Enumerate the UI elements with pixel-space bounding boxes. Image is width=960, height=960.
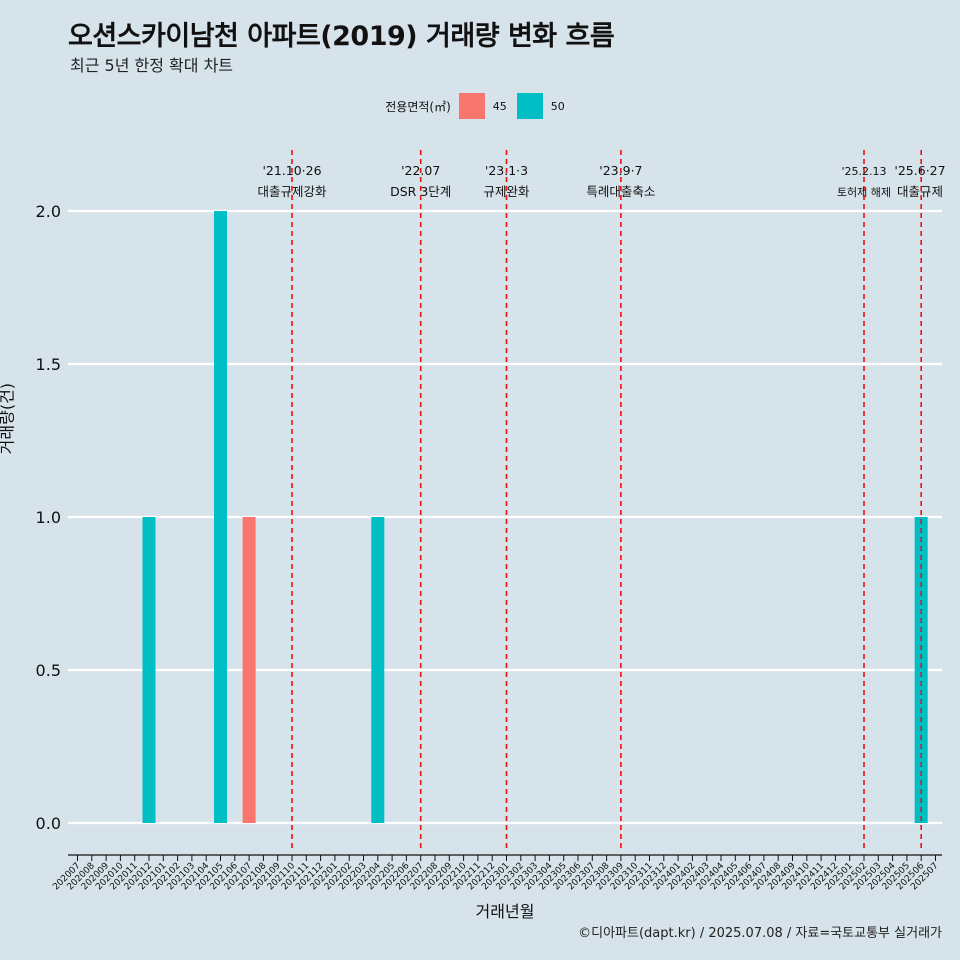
event-date: '25.2.13 bbox=[841, 165, 886, 178]
event-label: 토허제 해제 bbox=[837, 185, 891, 199]
legend: 전용면적(㎡) 45 50 bbox=[0, 93, 960, 119]
caption: ©디아파트(dapt.kr) / 2025.07.08 / 자료=국토교통부 실… bbox=[578, 926, 942, 941]
legend-title: 전용면적(㎡) bbox=[385, 99, 451, 114]
bar-45-202107 bbox=[242, 517, 256, 823]
event-label: DSR 3단계 bbox=[390, 184, 451, 199]
bar-50-202105 bbox=[214, 211, 227, 823]
event-label: 규제완화 bbox=[483, 184, 530, 199]
event-label: 대출규제강화 bbox=[257, 184, 327, 199]
event-date: '21.10·26 bbox=[262, 163, 321, 178]
y-tick-label: 1.0 bbox=[36, 508, 61, 527]
event-date: '23.9·7 bbox=[599, 163, 642, 178]
y-axis-label: 거래량(건) bbox=[0, 382, 17, 455]
legend-key-45 bbox=[458, 93, 485, 119]
bar-50-202506 bbox=[914, 517, 928, 823]
chart-subtitle: 최근 5년 한정 확대 차트 bbox=[70, 56, 234, 75]
y-tick-label: 0.0 bbox=[36, 814, 61, 833]
x-axis-label: 거래년월 bbox=[475, 902, 535, 921]
event-label: 특례대출축소 bbox=[586, 184, 655, 199]
bar-50-202012 bbox=[142, 517, 156, 823]
event-label: 대출규제 bbox=[897, 184, 943, 199]
event-date: '22.07 bbox=[401, 163, 440, 178]
event-date: '25.6·27 bbox=[894, 163, 945, 178]
chart-title: 오션스카이남천 아파트(2019) 거래량 변화 흐름 bbox=[68, 21, 615, 52]
legend-key-50 bbox=[516, 93, 543, 119]
bar-50-202204 bbox=[371, 517, 385, 823]
y-tick-label: 1.5 bbox=[36, 355, 61, 374]
event-date: '23.1·3 bbox=[485, 163, 528, 178]
legend-label-45: 45 bbox=[492, 99, 507, 113]
legend-label-50: 50 bbox=[550, 99, 565, 113]
y-tick-label: 2.0 bbox=[36, 202, 61, 221]
y-tick-label: 0.5 bbox=[36, 661, 61, 680]
